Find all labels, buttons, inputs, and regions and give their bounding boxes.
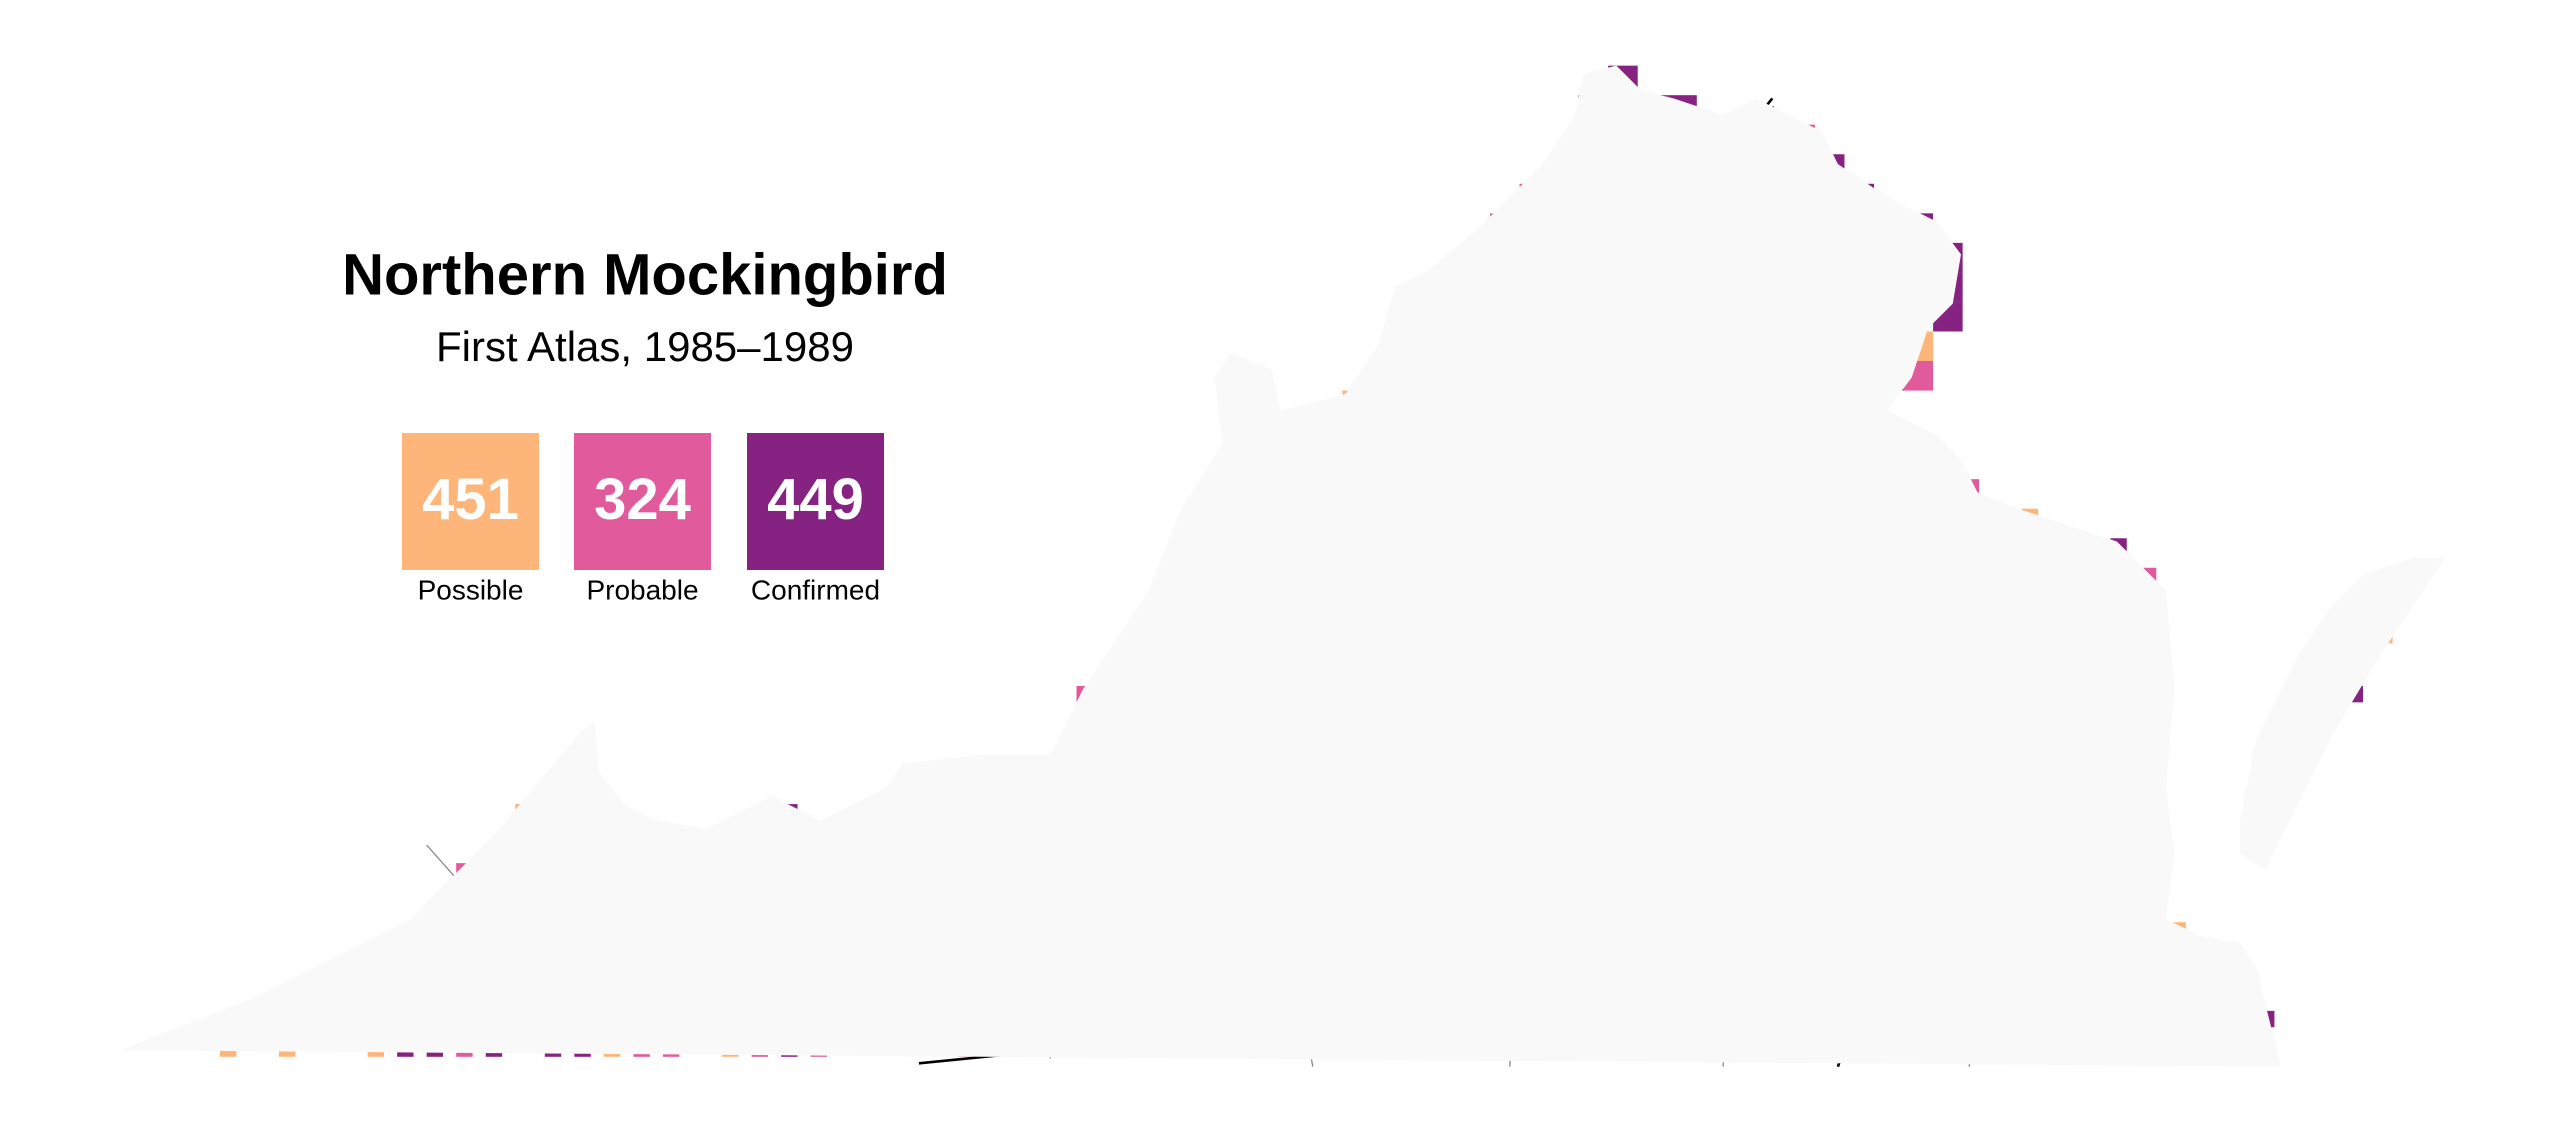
legend: 451 Possible 324 Probable 449 Confirmed xyxy=(402,433,884,605)
map-title: Northern Mockingbird xyxy=(342,242,948,307)
legend-count: 451 xyxy=(422,467,519,532)
state-map xyxy=(118,64,2447,1069)
legend-swatch xyxy=(402,433,539,570)
legend-label: Possible xyxy=(418,574,524,605)
legend-label: Confirmed xyxy=(751,574,880,605)
legend-count: 449 xyxy=(767,467,864,532)
legend-swatch xyxy=(747,433,884,570)
map-subtitle: First Atlas, 1985–1989 xyxy=(436,323,854,370)
legend-swatch xyxy=(574,433,711,570)
legend-label: Probable xyxy=(586,574,698,605)
legend-count: 324 xyxy=(594,467,691,532)
